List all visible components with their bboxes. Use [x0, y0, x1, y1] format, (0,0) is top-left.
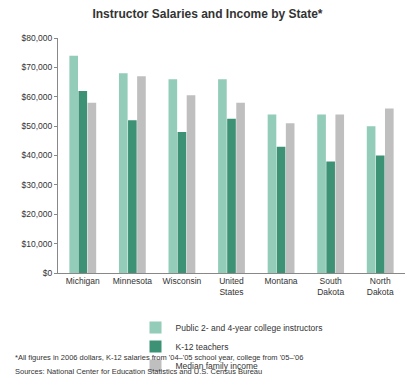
- svg-text:$70,000: $70,000: [22, 62, 53, 72]
- svg-text:$10,000: $10,000: [22, 239, 53, 249]
- svg-text:Montana: Montana: [265, 276, 298, 286]
- svg-text:Wisconsin: Wisconsin: [163, 276, 202, 286]
- svg-text:K-12 teachers: K-12 teachers: [176, 342, 229, 352]
- svg-text:Median family income: Median family income: [176, 361, 258, 371]
- svg-text:Sources: National Center for E: Sources: National Center for Education S…: [15, 367, 262, 376]
- svg-text:$80,000: $80,000: [22, 33, 53, 43]
- svg-text:$60,000: $60,000: [22, 92, 53, 102]
- svg-text:UnitedStates: UnitedStates: [219, 276, 244, 297]
- svg-text:$20,000: $20,000: [22, 209, 53, 219]
- svg-text:$0: $0: [43, 268, 53, 278]
- svg-text:Minnesota: Minnesota: [113, 276, 152, 286]
- svg-text:Public 2- and 4-year college i: Public 2- and 4-year college instructors: [176, 323, 323, 333]
- svg-text:$30,000: $30,000: [22, 180, 53, 190]
- svg-text:Instructor Salaries and Income: Instructor Salaries and Income by State*: [92, 7, 322, 21]
- svg-text:*All figures in 2006 dollars,: *All figures in 2006 dollars, K-12 salar…: [15, 353, 303, 362]
- svg-text:SouthDakota: SouthDakota: [317, 276, 344, 297]
- svg-text:NorthDakota: NorthDakota: [367, 276, 394, 297]
- svg-text:Michigan: Michigan: [66, 276, 100, 286]
- svg-text:$40,000: $40,000: [22, 150, 53, 160]
- svg-text:$50,000: $50,000: [22, 121, 53, 131]
